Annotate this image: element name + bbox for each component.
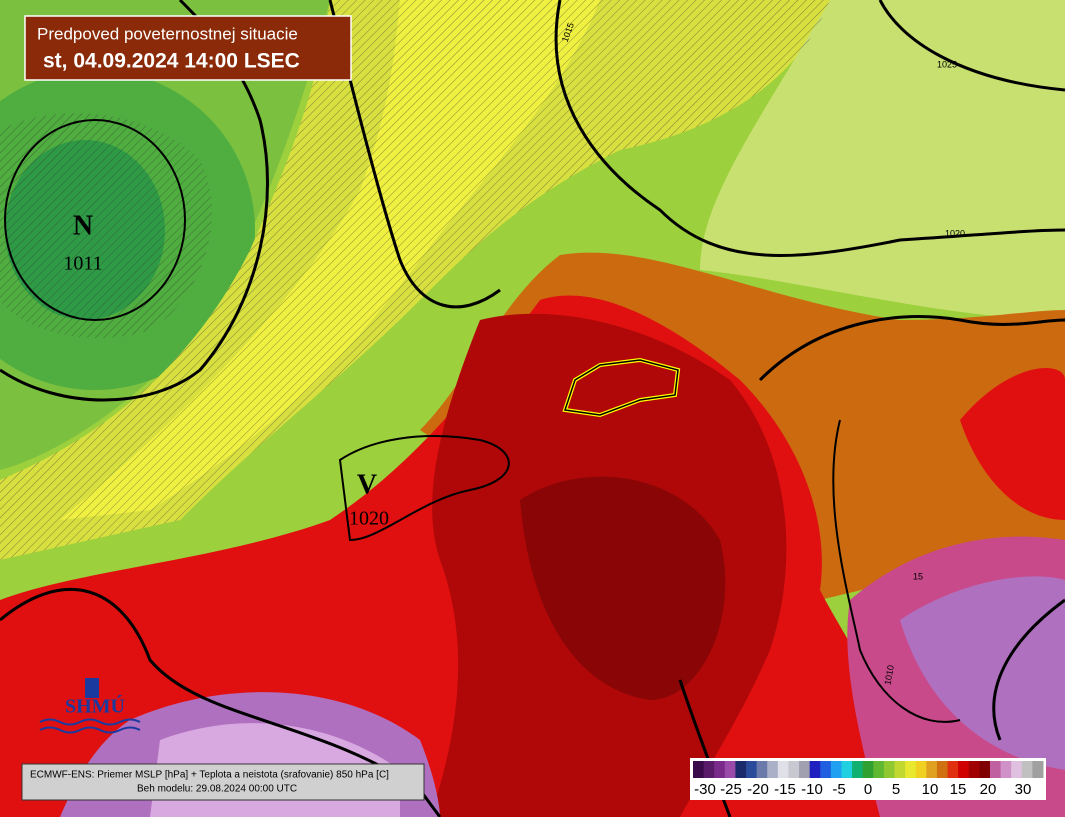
colorbar-tick-label: -20: [747, 781, 769, 798]
colorbar-swatch: [926, 761, 938, 778]
colorbar-swatch: [799, 761, 811, 778]
colorbar-tick-label: 20: [980, 781, 997, 798]
colorbar-tick-label: 0: [864, 781, 872, 798]
colorbar-swatch: [777, 761, 789, 778]
colorbar-swatch: [756, 761, 768, 778]
colorbar-tick-label: -5: [832, 781, 845, 798]
footer-line1: ECMWF-ENS: Priemer MSLP [hPa] + Teplota …: [30, 770, 389, 781]
colorbar-tick-label: 5: [892, 781, 900, 798]
colorbar-swatch: [788, 761, 800, 778]
footer-box: ECMWF-ENS: Priemer MSLP [hPa] + Teplota …: [21, 763, 425, 801]
colorbar-swatch: [830, 761, 842, 778]
colorbar-swatch: [714, 761, 726, 778]
center-value: 1020: [349, 508, 389, 530]
colorbar-tick-label: 15: [950, 781, 967, 798]
colorbar-swatch: [936, 761, 949, 778]
colorbar-tick-label: 10: [922, 781, 939, 798]
colorbar-swatch: [905, 761, 917, 778]
colorbar-swatch: [979, 761, 991, 778]
colorbar-swatch: [989, 761, 1002, 778]
colorbar-swatch: [873, 761, 885, 778]
colorbar-swatch: [968, 761, 980, 778]
footer-line2: Beh modelu: 29.08.2024 00:00 UTC: [137, 784, 297, 795]
center-value: 1011: [63, 253, 102, 275]
header-line2: st, 04.09.2024 14:00 LSEC: [43, 50, 300, 73]
colorbar-swatch: [862, 761, 874, 778]
colorbar-swatch: [894, 761, 906, 778]
colorbar-swatch: [809, 761, 821, 778]
colorbar: -30 -25 -20 -15 -10 -5 0 5 10 15 20 30: [690, 758, 1046, 800]
slovakia-border: [564, 359, 679, 416]
colorbar-swatch: [735, 761, 747, 778]
logo-text: SHMÚ: [65, 694, 125, 718]
colorbar-swatch: [883, 761, 896, 778]
colorbar-swatch: [1011, 761, 1023, 778]
colorbar-tick-label: -25: [720, 781, 742, 798]
pressure-centers: N 1011 V 1020: [63, 210, 389, 529]
colorbar-tick-label: 30: [1015, 781, 1032, 798]
colorbar-swatch: [958, 761, 970, 778]
colorbar-tick-label: -30: [694, 781, 716, 798]
colorbar-swatch: [1000, 761, 1012, 778]
isobar-label: 1025: [937, 59, 957, 69]
colorbar-swatch: [1032, 761, 1044, 778]
colorbar-swatch: [703, 761, 715, 778]
colorbar-tick-label: -10: [801, 781, 823, 798]
colorbar-swatch: [852, 761, 864, 778]
colorbar-swatch: [693, 761, 705, 778]
colorbar-swatch: [947, 761, 959, 778]
isobar-label: 15: [913, 571, 923, 581]
logo: SHMÚ: [39, 678, 141, 734]
isobar-label: 1010: [882, 664, 895, 685]
colorbar-swatch: [841, 761, 853, 778]
colorbar-swatch: [915, 761, 927, 778]
colorbar-swatch: [746, 761, 758, 778]
colorbar-swatch: [820, 761, 832, 778]
header-box: Predpoved poveternostnej situacie st, 04…: [24, 15, 352, 81]
center-symbol: N: [73, 210, 93, 241]
isobar-label: 1020: [945, 228, 965, 238]
colorbar-swatch: [767, 761, 779, 778]
colorbar-tick-label: -15: [774, 781, 796, 798]
center-symbol: V: [357, 469, 377, 500]
header-line1: Predpoved poveternostnej situacie: [37, 24, 298, 43]
colorbar-swatch: [724, 761, 736, 778]
colorbar-swatch: [1021, 761, 1033, 778]
